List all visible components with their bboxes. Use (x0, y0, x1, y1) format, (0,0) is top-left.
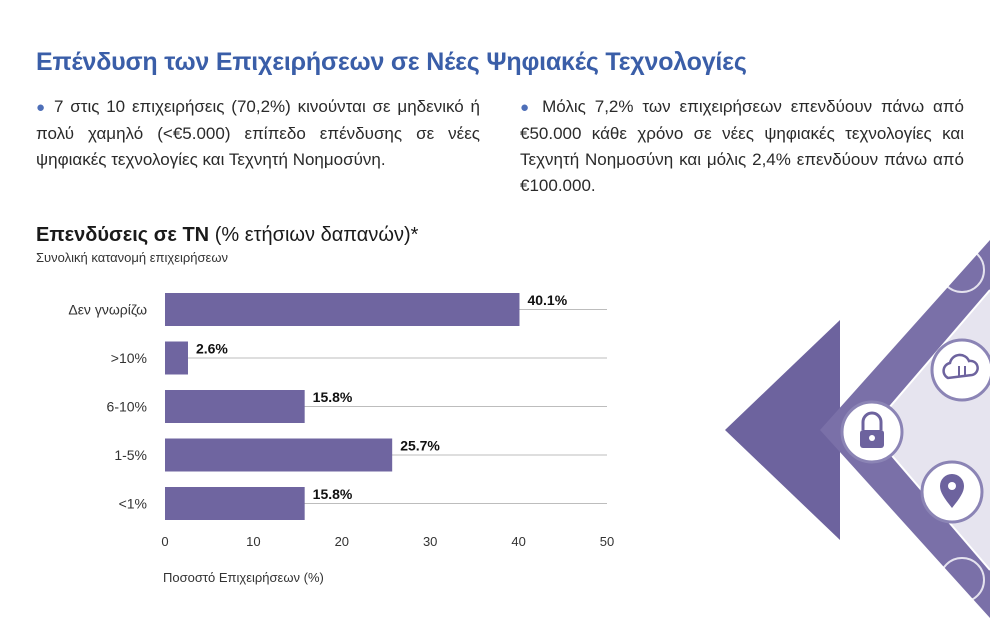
data-label: 25.7% (400, 438, 440, 454)
bar (165, 487, 305, 520)
x-tick-label: 50 (600, 534, 614, 549)
page-title: Επένδυση των Επιχειρήσεων σε Νέες Ψηφιακ… (36, 48, 747, 76)
x-tick-label: 40 (511, 534, 525, 549)
bar-chart: Δεν γνωρίζω 40.1% >10% 2.6% 6-10% 15.8% 1-5% 25… (68, 292, 614, 549)
bar (165, 390, 305, 423)
chart-title: Επενδύσεις σε ΤΝ (% ετήσιων δαπανών)* (36, 224, 418, 247)
chart-subtitle: Συνολική κατανομή επιχειρήσεων (36, 250, 228, 265)
bar (165, 341, 188, 375)
category-label: 6-10% (107, 399, 147, 415)
x-axis-label: Ποσοστό Επιχειρήσεων (%) (163, 570, 324, 585)
bar (165, 293, 520, 326)
data-label: 15.8% (313, 389, 353, 405)
x-tick-label: 0 (161, 534, 168, 549)
bullet-right: ● Μόλις 7,2% των επιχειρήσεων επενδύουν … (520, 94, 964, 199)
bullet-left-text: 7 στις 10 επιχειρήσεις (70,2%) κινούνται… (36, 97, 480, 169)
bullet-dot-icon: ● (520, 99, 534, 116)
data-label: 40.1% (527, 292, 567, 308)
data-label: 15.8% (313, 486, 353, 502)
bullet-left: ● 7 στις 10 επιχειρήσεις (70,2%) κινούντ… (36, 94, 480, 173)
cloud-transfer-icon (930, 338, 990, 402)
category-label: 1-5% (114, 447, 147, 463)
category-label: >10% (111, 350, 147, 366)
deco-triangle-left (725, 320, 840, 540)
category-label: Δεν γνωρίζω (68, 302, 147, 318)
bullet-right-text: Μόλις 7,2% των επιχειρήσεων επενδύουν πά… (520, 97, 964, 195)
decorative-tech-graphic (725, 240, 990, 618)
bullet-dot-icon: ● (36, 99, 48, 116)
data-label: 2.6% (196, 341, 228, 357)
x-tick-label: 20 (335, 534, 349, 549)
x-tick-label: 10 (246, 534, 260, 549)
chart-title-bold: Επενδύσεις σε ΤΝ (36, 224, 210, 246)
category-label: <1% (119, 496, 147, 512)
x-tick-label: 30 (423, 534, 437, 549)
bar (165, 438, 393, 472)
chart-title-rest: (% ετήσιων δαπανών)* (214, 224, 419, 246)
